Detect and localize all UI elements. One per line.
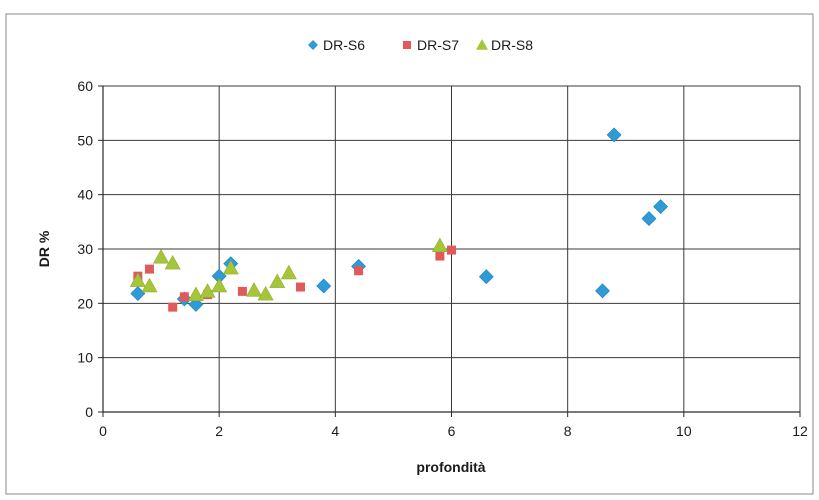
legend-item-s6: DR-S6 <box>308 37 365 53</box>
y-tick-label: 0 <box>85 404 93 420</box>
point-dr-s8 <box>164 255 181 270</box>
x-tick-label: 12 <box>792 423 808 439</box>
x-tick-label: 2 <box>215 423 223 439</box>
point-dr-s7 <box>237 286 247 296</box>
y-tick-label: 50 <box>77 132 93 148</box>
point-dr-s7 <box>447 245 456 255</box>
data-points <box>129 127 669 312</box>
point-dr-s6 <box>641 211 657 226</box>
point-dr-s8 <box>141 277 158 293</box>
legend: DR-S6 DR-S7 DR-S8 <box>308 37 533 53</box>
point-dr-s6 <box>653 199 669 215</box>
point-dr-s8 <box>269 273 286 288</box>
point-dr-s7 <box>144 264 154 274</box>
x-tick-label: 0 <box>99 423 107 439</box>
y-tick-label: 30 <box>77 241 93 257</box>
legend-marker-s6 <box>308 40 318 50</box>
point-dr-s6 <box>316 278 332 294</box>
point-dr-s7 <box>354 266 364 276</box>
point-dr-s7 <box>168 302 178 312</box>
legend-label-s6: DR-S6 <box>323 37 365 53</box>
point-dr-s6 <box>595 283 610 299</box>
point-dr-s8 <box>257 285 274 301</box>
legend-item-s8: DR-S8 <box>476 37 533 53</box>
axes <box>98 85 801 417</box>
point-dr-s8 <box>153 249 170 264</box>
x-tick-label: 4 <box>331 423 339 439</box>
legend-label-s8: DR-S8 <box>491 37 533 53</box>
point-dr-s6 <box>606 127 622 143</box>
point-dr-s8 <box>246 282 263 297</box>
point-dr-s8 <box>222 259 239 275</box>
legend-marker-s7 <box>403 41 411 49</box>
point-dr-s8 <box>280 264 297 280</box>
chart-border <box>5 13 814 495</box>
x-tick-label: 10 <box>676 423 692 439</box>
tick-labels: 0 2 4 6 8 10 12 0 10 20 30 40 50 60 <box>77 78 808 439</box>
x-tick-label: 8 <box>564 423 572 439</box>
y-axis-title: DR % <box>36 230 52 267</box>
point-dr-s8 <box>211 277 228 293</box>
x-axis-title: profondità <box>416 459 485 475</box>
x-tick-label: 6 <box>448 423 456 439</box>
y-tick-label: 60 <box>77 78 93 94</box>
y-tick-label: 10 <box>77 350 93 366</box>
point-dr-s7 <box>295 282 305 292</box>
point-dr-s8 <box>187 286 204 301</box>
point-dr-s6 <box>478 269 494 285</box>
legend-item-s7: DR-S7 <box>403 37 459 53</box>
legend-label-s7: DR-S7 <box>417 37 459 53</box>
y-tick-label: 20 <box>77 295 93 311</box>
point-dr-s8 <box>129 272 146 287</box>
point-dr-s8 <box>199 283 216 298</box>
legend-marker-s8 <box>476 39 488 50</box>
point-dr-s8 <box>431 237 448 253</box>
gridlines <box>103 85 801 412</box>
point-dr-s7 <box>179 292 189 302</box>
point-dr-s7 <box>435 251 445 261</box>
y-tick-label: 40 <box>77 187 93 203</box>
